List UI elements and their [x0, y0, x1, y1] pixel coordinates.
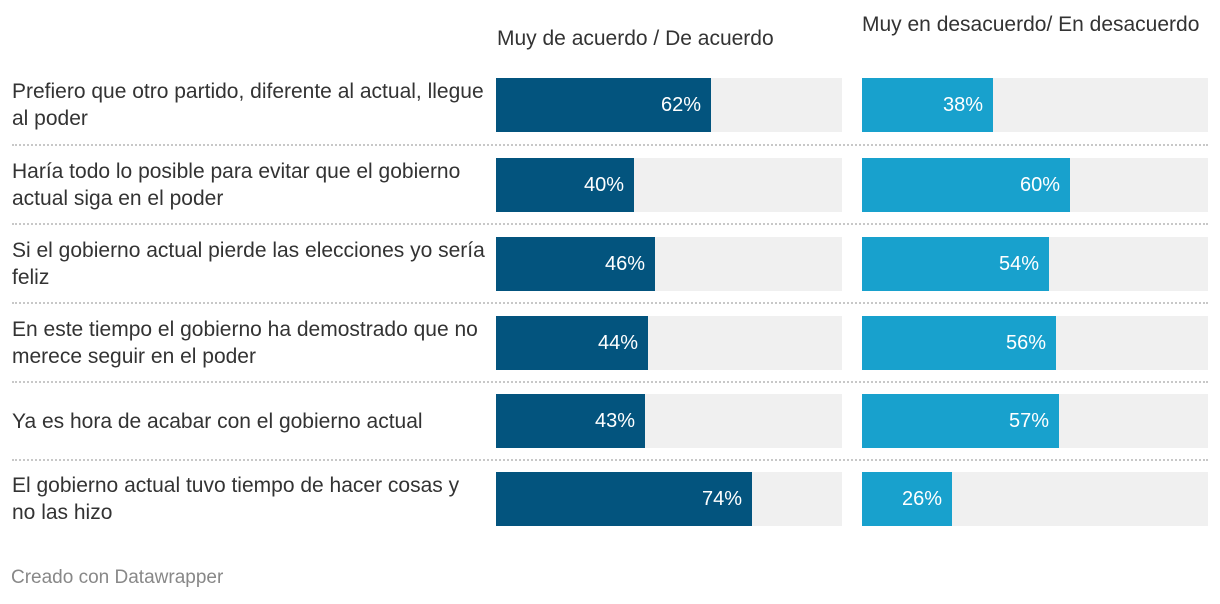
- row-divider: [12, 459, 1208, 461]
- bar-disagree: 57%: [862, 394, 1059, 448]
- bar-track-disagree: 54%: [862, 237, 1208, 291]
- bar-agree: 62%: [496, 78, 711, 132]
- bar-value-label: 26%: [901, 488, 942, 510]
- bar-disagree: 56%: [862, 316, 1056, 370]
- bar-agree: 40%: [496, 158, 634, 212]
- footer-credit: Creado con Datawrapper: [11, 567, 224, 588]
- chart-row: Prefiero que otro partido, diferente al …: [0, 78, 1220, 132]
- bar-track-agree: 43%: [496, 394, 842, 448]
- bar-track-agree: 74%: [496, 472, 842, 526]
- row-divider: [12, 223, 1208, 225]
- bar-disagree: 60%: [862, 158, 1070, 212]
- bar-disagree: 54%: [862, 237, 1049, 291]
- bar-disagree: 38%: [862, 78, 993, 132]
- bar-value-label: 60%: [1019, 174, 1060, 196]
- bar-track-disagree: 57%: [862, 394, 1208, 448]
- chart-row: En este tiempo el gobierno ha demostrado…: [0, 316, 1220, 370]
- bar-value-label: 40%: [583, 174, 624, 196]
- row-label: En este tiempo el gobierno ha demostrado…: [12, 318, 478, 368]
- column-header-agree: Muy de acuerdo / De acuerdo: [497, 27, 774, 50]
- chart-row: Si el gobierno actual pierde las eleccio…: [0, 237, 1220, 291]
- bar-track-disagree: 38%: [862, 78, 1208, 132]
- bar-value-label: 62%: [660, 94, 701, 116]
- row-label: Haría todo lo posible para evitar que el…: [12, 160, 461, 210]
- chart-row: Haría todo lo posible para evitar que el…: [0, 158, 1220, 212]
- bar-agree: 43%: [496, 394, 645, 448]
- bar-agree: 74%: [496, 472, 752, 526]
- bar-agree: 44%: [496, 316, 648, 370]
- bar-agree: 46%: [496, 237, 655, 291]
- bar-track-disagree: 26%: [862, 472, 1208, 526]
- bar-value-label: 46%: [604, 253, 645, 275]
- bar-track-disagree: 56%: [862, 316, 1208, 370]
- bar-value-label: 54%: [998, 253, 1039, 275]
- bar-disagree: 26%: [862, 472, 952, 526]
- bar-track-agree: 40%: [496, 158, 842, 212]
- row-label: Prefiero que otro partido, diferente al …: [12, 80, 484, 130]
- bar-value-label: 57%: [1008, 410, 1049, 432]
- bar-value-label: 38%: [942, 94, 983, 116]
- bar-track-agree: 44%: [496, 316, 842, 370]
- row-divider: [12, 302, 1208, 304]
- column-header-disagree: Muy en desacuerdo/ En desacuerdo: [862, 13, 1200, 36]
- row-label: Si el gobierno actual pierde las eleccio…: [12, 239, 485, 289]
- row-label: Ya es hora de acabar con el gobierno act…: [12, 409, 423, 433]
- bar-track-disagree: 60%: [862, 158, 1208, 212]
- bar-value-label: 56%: [1005, 332, 1046, 354]
- bar-track-agree: 46%: [496, 237, 842, 291]
- row-divider: [12, 381, 1208, 383]
- chart-row: Ya es hora de acabar con el gobierno act…: [0, 394, 1220, 448]
- bar-value-label: 74%: [701, 488, 742, 510]
- bar-value-label: 43%: [594, 410, 635, 432]
- row-label: El gobierno actual tuvo tiempo de hacer …: [12, 474, 460, 524]
- chart-row: El gobierno actual tuvo tiempo de hacer …: [0, 472, 1220, 526]
- row-divider: [12, 144, 1208, 146]
- bar-value-label: 44%: [597, 332, 638, 354]
- bar-track-agree: 62%: [496, 78, 842, 132]
